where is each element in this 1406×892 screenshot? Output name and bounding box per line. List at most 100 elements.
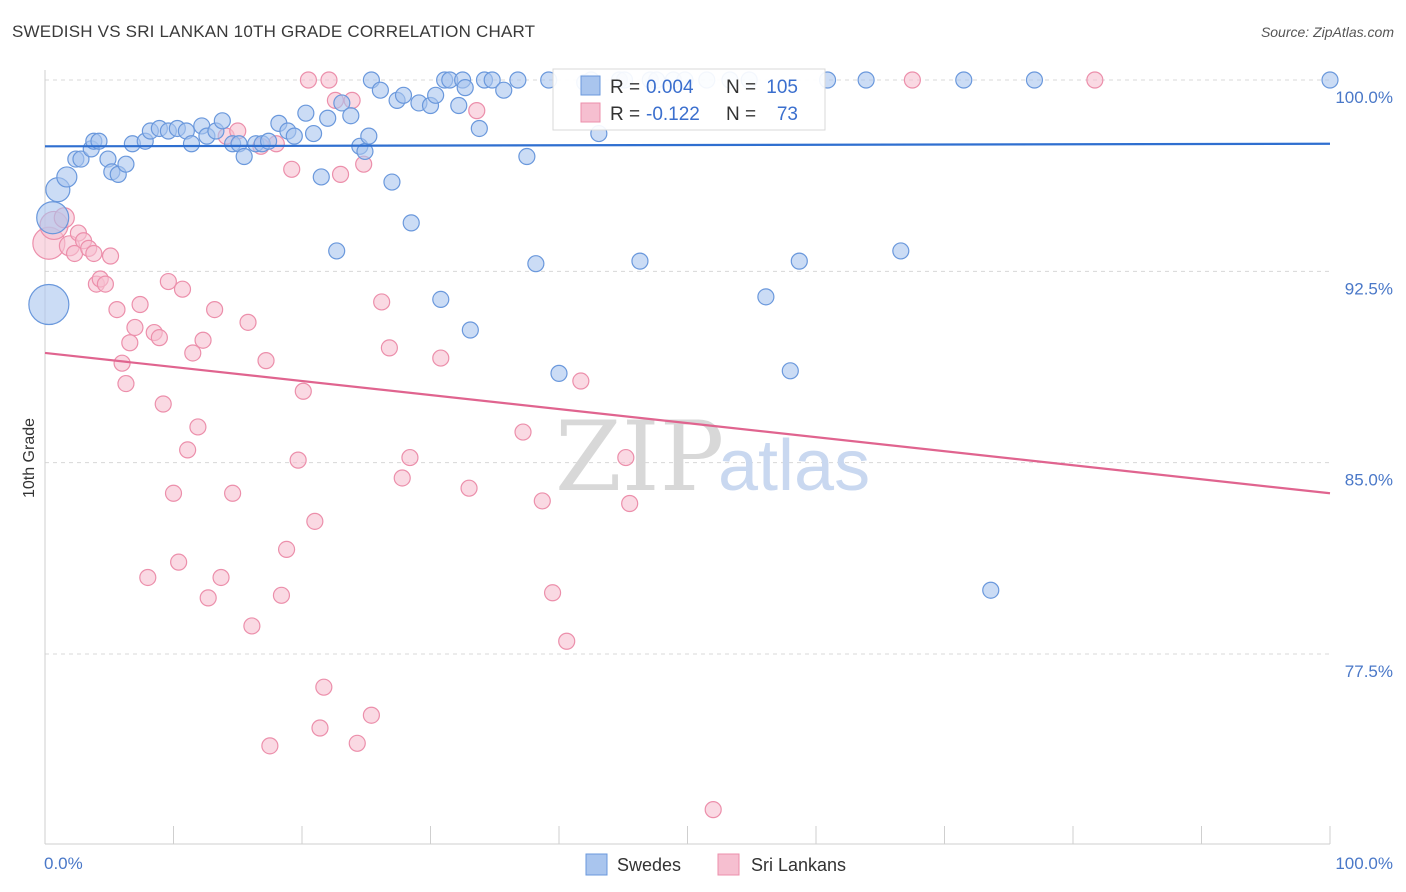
sri-lankans-point: [150, 329, 168, 347]
swedes-points: [28, 71, 1339, 599]
sri-lankans-point: [393, 469, 411, 487]
swedes-point: [432, 290, 450, 308]
sri-lankans-point: [320, 71, 338, 89]
sri-lankans-point: [533, 492, 551, 510]
sri-lankans-point: [239, 313, 257, 331]
y-tick-labels: 100.0% 92.5% 85.0% 77.5%: [1335, 88, 1393, 681]
swedes-point: [483, 71, 501, 89]
sri-lankans-point: [277, 540, 296, 559]
trendlines: [44, 142, 1331, 495]
swedes-point: [456, 79, 474, 97]
sri-lankans-point: [212, 568, 230, 587]
sri-lankans-point: [131, 295, 149, 314]
sri-lankans-point: [315, 678, 333, 696]
sri-lankans-point: [558, 632, 576, 650]
legend-box: R = 0.004 N = 105 R = -0.122 N = 73: [552, 68, 826, 131]
swedes-point: [333, 94, 351, 112]
swedes-point: [235, 147, 253, 166]
sri-lankans-point: [179, 441, 197, 459]
legend-swatch-sri-lankans: [580, 102, 601, 123]
legend-r-label-swedes: R =: [610, 77, 640, 98]
sri-lankans-trendline: [44, 351, 1331, 495]
chart-source: Source: ZipAtlas.com: [1260, 24, 1394, 40]
swedes-point: [631, 252, 649, 270]
bottom-legend-label-swedes: Swedes: [617, 855, 681, 875]
swedes-point: [328, 242, 346, 260]
sri-lankans-point: [460, 479, 478, 497]
sri-lankans-point: [108, 301, 126, 319]
sri-lankans-point: [617, 448, 635, 467]
sri-lankans-point: [621, 494, 639, 513]
sri-lankans-point: [311, 719, 329, 737]
sri-lankans-point: [243, 617, 261, 635]
swedes-point: [394, 86, 413, 104]
sri-lankans-point: [468, 102, 486, 120]
sri-lankans-point: [199, 589, 217, 607]
sri-lankans-point: [272, 586, 291, 604]
swedes-point: [360, 127, 378, 145]
legend-r-value-sri-lankans: -0.122: [646, 104, 700, 125]
swedes-point: [857, 71, 875, 89]
x-tick-label-max: 100.0%: [1335, 854, 1393, 873]
watermark-atlas: atlas: [718, 426, 870, 506]
legend-swatch-swedes: [580, 75, 601, 96]
swedes-point: [790, 252, 808, 270]
sri-lankans-point: [348, 734, 366, 752]
sri-lankans-point: [306, 512, 324, 530]
sri-lankans-point: [117, 374, 135, 393]
sri-lankans-point: [257, 352, 275, 370]
sri-lankans-point: [96, 275, 114, 293]
swedes-point: [527, 255, 545, 273]
swedes-point: [304, 124, 323, 143]
sri-lankans-point: [184, 344, 202, 362]
sri-lankans-point: [206, 301, 224, 319]
sri-lankans-point: [121, 334, 139, 352]
sri-lankans-point: [85, 244, 103, 263]
swedes-point: [72, 150, 90, 168]
legend-n-label-swedes: N =: [726, 77, 756, 98]
sri-lankans-point: [401, 448, 419, 467]
swedes-point: [285, 127, 303, 145]
chart-title: SWEDISH VS SRI LANKAN 10TH GRADE CORRELA…: [12, 22, 536, 41]
y-tick-label: 77.5%: [1345, 662, 1393, 681]
legend-r-value-swedes: 0.004: [646, 77, 694, 98]
y-tick-label: 100.0%: [1335, 88, 1393, 107]
swedes-point: [182, 135, 201, 153]
swedes-point: [383, 173, 401, 191]
sri-lankans-point: [139, 568, 157, 587]
swedes-point: [461, 321, 479, 339]
sri-lankans-point: [170, 553, 188, 571]
sri-lankans-point: [362, 706, 380, 724]
swedes-point: [213, 112, 231, 130]
sri-lankans-point: [261, 737, 279, 755]
bottom-legend-swatch-swedes: [585, 853, 608, 876]
sri-lankans-point: [173, 280, 192, 298]
sri-lankans-point: [704, 801, 722, 819]
swedes-point: [757, 288, 775, 306]
y-tick-label: 92.5%: [1345, 279, 1393, 298]
swedes-point: [509, 71, 527, 89]
x-ticks: [44, 826, 1331, 844]
sri-lankans-point: [101, 247, 120, 265]
watermark: ZIP atlas: [555, 401, 870, 513]
swedes-point: [892, 242, 910, 260]
swedes-point: [56, 166, 78, 188]
swedes-point: [495, 81, 513, 99]
legend-n-value-sri-lankans: 73: [777, 104, 798, 125]
swedes-point: [470, 119, 488, 138]
swedes-point: [297, 104, 315, 122]
legend-r-label-sri-lankans: R =: [610, 104, 640, 125]
sri-lankans-point: [159, 272, 177, 291]
swedes-point: [36, 201, 70, 235]
swedes-point: [319, 109, 337, 127]
swedes-point: [342, 107, 360, 125]
watermark-zip: ZIP: [555, 401, 724, 513]
sri-lankans-point: [283, 160, 301, 178]
swedes-point: [1321, 71, 1339, 89]
legend-n-value-swedes: 105: [766, 77, 798, 98]
sri-lankans-point: [380, 339, 398, 357]
sri-lankans-point: [294, 382, 312, 400]
bottom-legend: Swedes Sri Lankans: [585, 853, 846, 876]
sri-lankans-point: [126, 318, 144, 337]
sri-lankans-point: [903, 71, 921, 89]
